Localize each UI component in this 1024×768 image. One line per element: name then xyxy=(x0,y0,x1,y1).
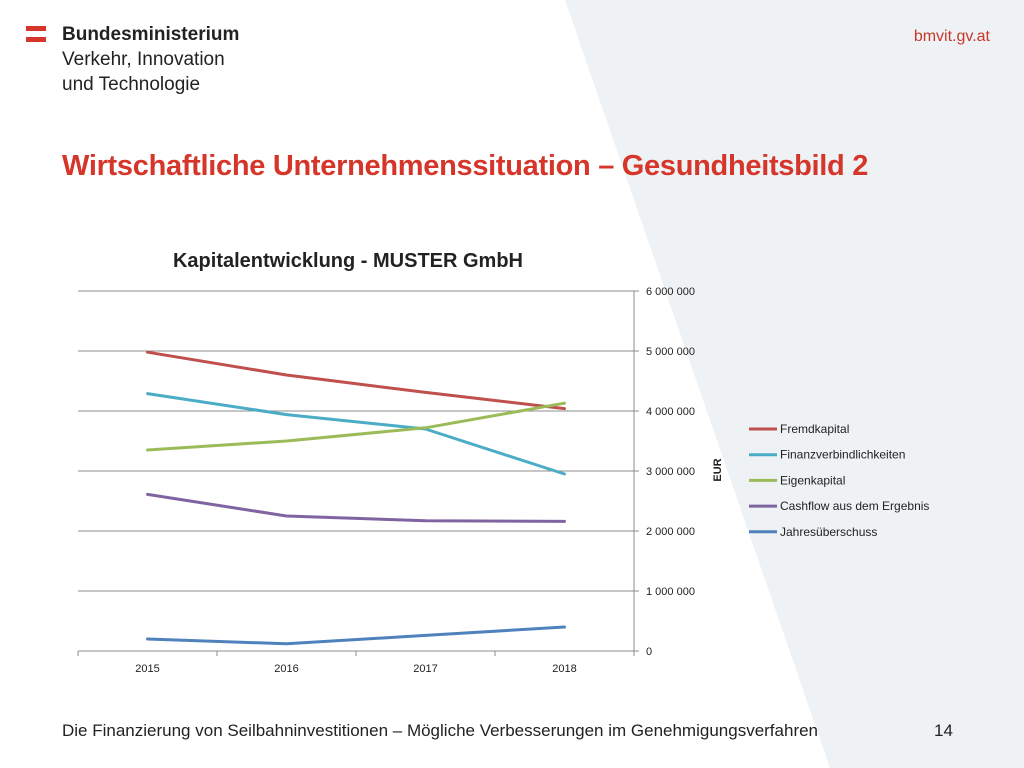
footer-text: Die Finanzierung von Seilbahninvestition… xyxy=(62,721,819,740)
legend-label: Fremdkapital xyxy=(780,422,849,436)
y-tick-label: 5 000 000 xyxy=(646,346,695,358)
y-tick-label: 3 000 000 xyxy=(646,466,695,478)
x-tick-label: 2015 xyxy=(135,663,159,675)
legend-label: Finanzverbindlichkeiten xyxy=(780,448,905,462)
ministry-name-line3: und Technologie xyxy=(62,74,201,95)
legend-label: Cashflow aus dem Ergebnis xyxy=(780,499,929,513)
austria-flag-icon xyxy=(26,26,46,42)
ministry-name-line2: Verkehr, Innovation xyxy=(62,49,225,70)
series-line xyxy=(146,401,566,452)
page-number: 14 xyxy=(934,721,953,740)
legend-label: Eigenkapital xyxy=(780,473,845,487)
site-link[interactable]: bmvit.gv.at xyxy=(913,28,990,45)
y-tick-label: 6 000 000 xyxy=(646,286,695,298)
y-axis-label: EUR xyxy=(712,458,724,481)
series-line xyxy=(146,625,566,646)
y-tick-label: 0 xyxy=(646,646,652,658)
x-tick-label: 2017 xyxy=(413,663,437,675)
y-tick-label: 2 000 000 xyxy=(646,526,695,538)
legend-label: Jahresüberschuss xyxy=(780,525,877,539)
ministry-name-line1: Bundesministerium xyxy=(62,24,240,45)
y-tick-label: 4 000 000 xyxy=(646,406,695,418)
series-line xyxy=(146,350,566,411)
series-line xyxy=(146,492,566,523)
x-tick-label: 2016 xyxy=(274,663,298,675)
chart-title: Kapitalentwicklung - MUSTER GmbH xyxy=(173,250,523,272)
series-line xyxy=(146,392,566,476)
y-tick-label: 1 000 000 xyxy=(646,586,695,598)
page-title: Wirtschaftliche Unternehmenssituation – … xyxy=(62,150,869,182)
x-tick-label: 2018 xyxy=(552,663,576,675)
